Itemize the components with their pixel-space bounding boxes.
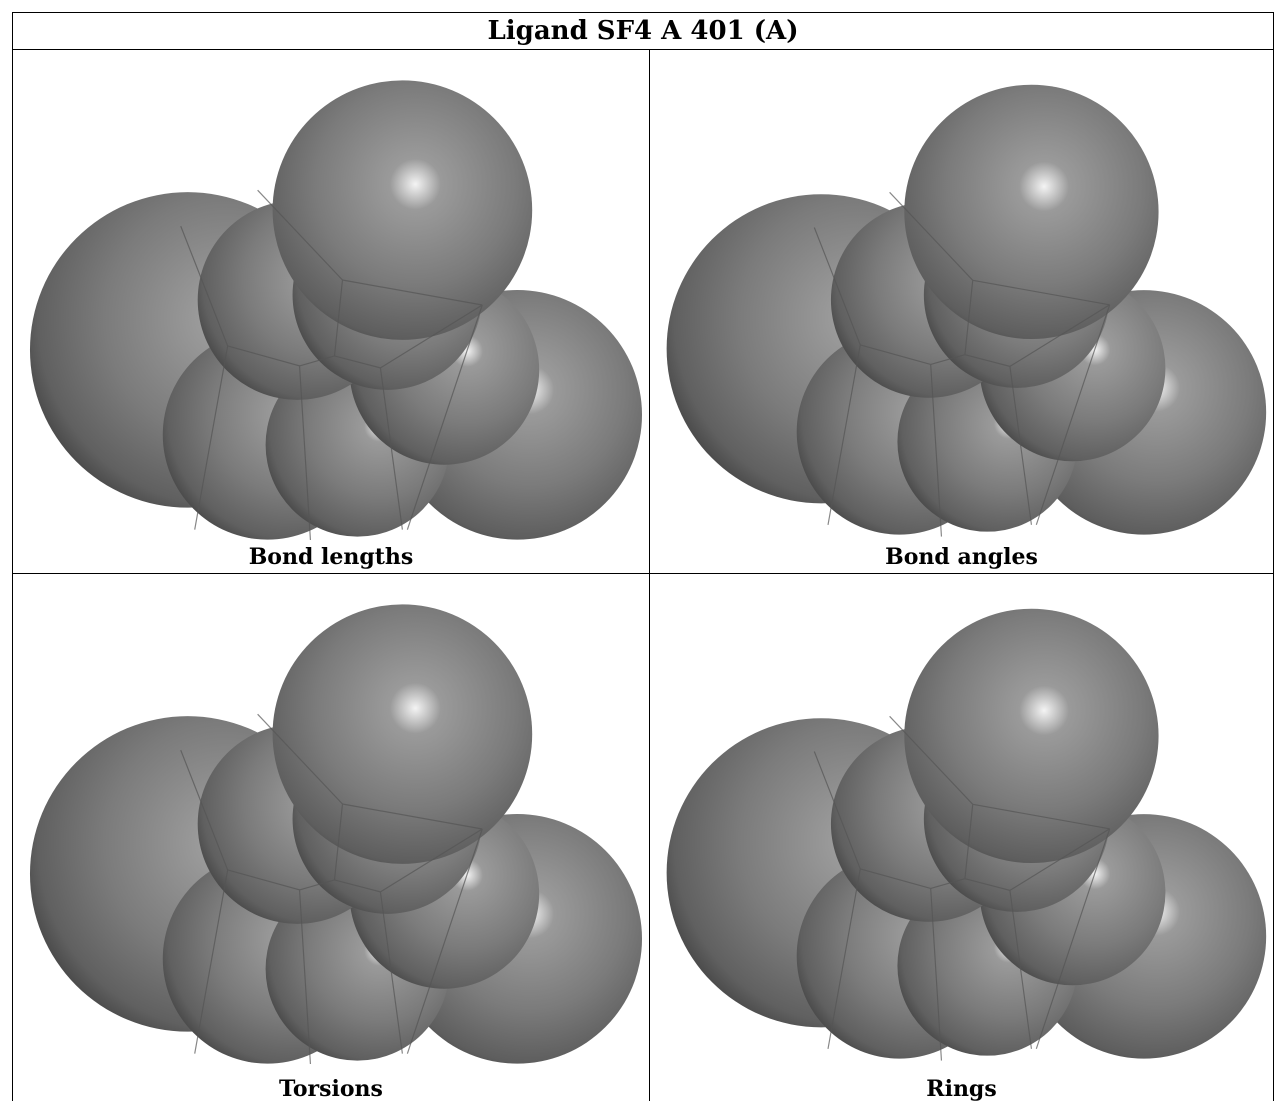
molecule-image-bond-angles bbox=[666, 84, 1267, 537]
figure-frame: Ligand SF4 A 401 (A) bbox=[12, 12, 1274, 1101]
molecule-spacefill bbox=[666, 84, 1267, 535]
contact-seams bbox=[180, 189, 483, 540]
molecule-spacefill bbox=[29, 80, 643, 540]
panel-bond-angles: Bond angles bbox=[650, 50, 1273, 574]
panel-caption: Bond angles bbox=[885, 544, 1038, 570]
contact-seams bbox=[813, 715, 1111, 1061]
figure-title: Ligand SF4 A 401 (A) bbox=[13, 13, 1273, 50]
panel-caption: Rings bbox=[926, 1076, 997, 1101]
panel-torsions: Torsions bbox=[13, 574, 650, 1101]
contact-seams bbox=[813, 191, 1111, 537]
molecule-spacefill bbox=[666, 608, 1267, 1059]
molecule-spacefill bbox=[29, 604, 643, 1064]
molecule-image-torsions bbox=[29, 604, 643, 1064]
panel-caption: Torsions bbox=[279, 1076, 383, 1101]
panel-caption: Bond lengths bbox=[248, 544, 414, 570]
molecule-image-rings bbox=[666, 608, 1267, 1061]
panel-bond-lengths: Bond lengths bbox=[13, 50, 650, 574]
contact-seams bbox=[180, 713, 483, 1064]
molecule-image-bond-lengths bbox=[29, 80, 643, 540]
panel-grid: Bond lengths bbox=[13, 50, 1273, 1101]
panel-rings: Rings bbox=[650, 574, 1273, 1101]
